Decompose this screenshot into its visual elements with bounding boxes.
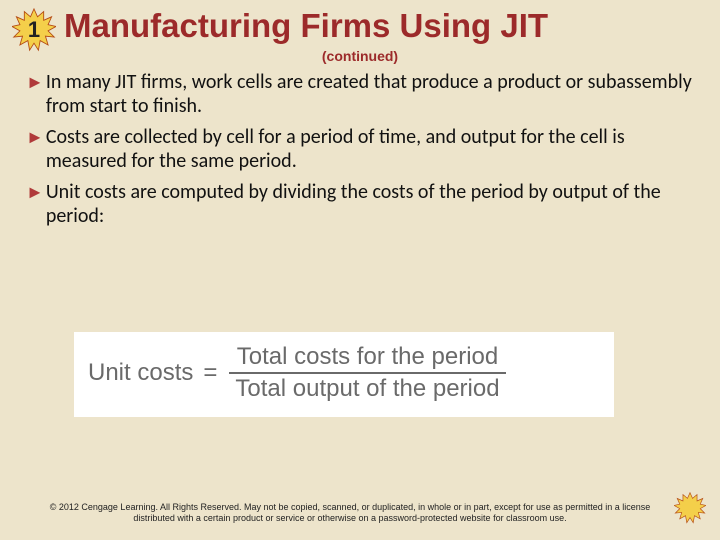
body-text: ► In many JIT firms, work cells are crea… <box>26 70 694 234</box>
starburst-icon-bottomright <box>674 492 706 524</box>
slide: 1 Manufacturing Firms Using JIT (continu… <box>0 0 720 540</box>
bullet-item: ► Costs are collected by cell for a peri… <box>26 125 694 174</box>
bullet-marker-icon: ► <box>26 180 44 204</box>
formula-lhs: Unit costs <box>88 359 193 387</box>
bullet-marker-icon: ► <box>26 125 44 149</box>
formula-numerator: Total costs for the period <box>231 344 504 372</box>
slide-title: Manufacturing Firms Using JIT <box>64 8 704 44</box>
formula-denominator: Total output of the period <box>229 374 505 402</box>
formula-box: Unit costs = Total costs for the period … <box>74 332 614 417</box>
starburst-icon-topleft: 1 <box>12 8 56 52</box>
formula-equals: = <box>203 359 217 387</box>
slide-subtitle: (continued) <box>0 48 720 64</box>
bullet-text: In many JIT firms, work cells are create… <box>46 70 694 119</box>
bullet-item: ► In many JIT firms, work cells are crea… <box>26 70 694 119</box>
bullet-text: Unit costs are computed by dividing the … <box>46 180 694 229</box>
formula: Unit costs = Total costs for the period … <box>88 344 600 403</box>
bullet-text: Costs are collected by cell for a period… <box>46 125 694 174</box>
bullet-item: ► Unit costs are computed by dividing th… <box>26 180 694 229</box>
slide-number: 1 <box>28 17 40 43</box>
bullet-marker-icon: ► <box>26 70 44 94</box>
formula-fraction: Total costs for the period Total output … <box>229 344 505 403</box>
copyright-text: © 2012 Cengage Learning. All Rights Rese… <box>40 502 660 525</box>
starburst-svg <box>674 492 706 524</box>
